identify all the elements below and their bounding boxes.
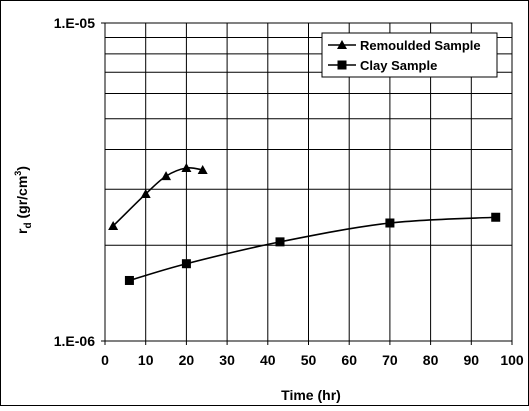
x-tick-label: 40 — [260, 352, 276, 368]
data-point — [140, 188, 151, 198]
legend-label: Clay Sample — [360, 58, 437, 73]
axis-ticks: 0 10 20 30 40 50 60 70 80 90 100 1.E-05 1.E-06 — [54, 15, 524, 368]
data-point — [124, 275, 134, 285]
series-line — [129, 216, 496, 282]
x-tick-label: 0 — [101, 352, 109, 368]
legend-marker — [337, 60, 347, 70]
x-axis-title: Time (hr) — [281, 387, 341, 403]
x-tick-label: 50 — [301, 352, 317, 368]
y-axis-title: rd (gr/cm3) — [13, 166, 34, 234]
legend-label: Remoulded Sample — [360, 38, 481, 53]
x-tick-label: 70 — [382, 352, 398, 368]
y-tick-label: 1.E-06 — [54, 333, 95, 349]
x-tick-label: 80 — [423, 352, 439, 368]
legend-box — [321, 32, 498, 78]
legend-item: Clay Sample — [328, 58, 437, 73]
data-point — [181, 259, 191, 269]
y-axis-title-unit: (gr/cm — [14, 176, 30, 219]
data-point — [181, 162, 192, 172]
legend-marker — [337, 40, 347, 49]
data-point — [108, 220, 119, 230]
x-tick-label: 100 — [500, 352, 524, 368]
series-clay — [124, 212, 501, 285]
data-point — [385, 218, 395, 228]
x-tick-label: 20 — [179, 352, 195, 368]
y-axis-title-close: ) — [14, 166, 30, 171]
data-point — [491, 212, 501, 222]
x-tick-label: 10 — [138, 352, 154, 368]
legend-item: Remoulded Sample — [328, 38, 481, 53]
x-tick-label: 60 — [341, 352, 357, 368]
series-group — [108, 162, 501, 285]
data-point — [197, 164, 208, 174]
y-axis-title-superscript: 3 — [13, 171, 23, 176]
y-axis-title-main: r — [14, 228, 30, 234]
data-point — [275, 237, 285, 247]
x-tick-label: 90 — [464, 352, 480, 368]
y-tick-label: 1.E-05 — [54, 15, 95, 31]
data-point — [161, 171, 172, 181]
y-axis-title-subscript: d — [23, 222, 34, 228]
legend: Remoulded Sample Clay Sample — [321, 32, 498, 78]
series-remoulded — [108, 162, 208, 230]
x-tick-label: 30 — [219, 352, 235, 368]
